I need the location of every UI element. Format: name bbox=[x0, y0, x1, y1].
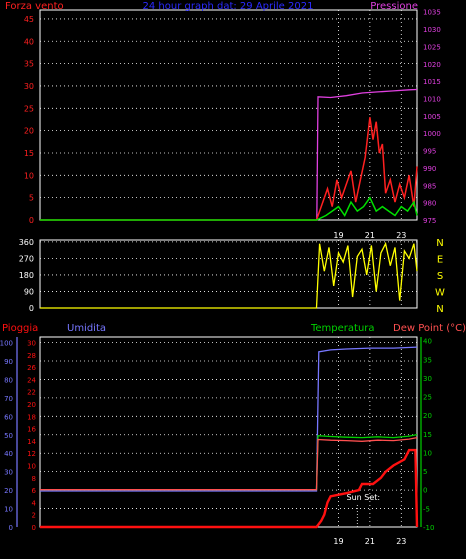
y-tick-label-right: 1020 bbox=[423, 61, 441, 69]
y-tick-label-right: 1025 bbox=[423, 43, 441, 51]
rain-tick-label: 28 bbox=[27, 352, 36, 360]
y-tick-label-left: 5 bbox=[29, 194, 34, 203]
temperature-tick-label: 20 bbox=[423, 412, 432, 420]
wind-pressure-chart: 0510152025303540459759809859909951000100… bbox=[5, 1, 441, 240]
compass-label: N bbox=[436, 304, 443, 315]
humidity-tick-label: 70 bbox=[4, 395, 13, 403]
compass-label: N bbox=[436, 238, 443, 249]
temperature-tick-label: 5 bbox=[423, 468, 427, 476]
x-tick-label: 21 bbox=[365, 231, 375, 240]
y-tick-label-left: 25 bbox=[24, 104, 34, 113]
humidity-axis-title: Umidita bbox=[67, 323, 106, 334]
y-tick-label-right: 1000 bbox=[423, 130, 441, 138]
rain-tick-label: 4 bbox=[32, 499, 37, 507]
y-tick-label-right: 990 bbox=[423, 165, 436, 173]
y-tick-label-left: 10 bbox=[24, 171, 34, 180]
right-axis-title: Pressione bbox=[370, 1, 418, 12]
left-axis-title: Forza vento bbox=[5, 1, 64, 12]
humidity-tick-label: 90 bbox=[4, 358, 13, 366]
rain-tick-label: 14 bbox=[27, 438, 36, 446]
compass-label: W bbox=[435, 287, 445, 298]
temperature-tick-label: 40 bbox=[423, 338, 432, 346]
y-tick-label-left: 40 bbox=[24, 37, 34, 46]
temperature-tick-label: -5 bbox=[423, 505, 430, 513]
y-tick-label-right: 995 bbox=[423, 148, 436, 156]
rain-axis-title: Pioggia bbox=[2, 323, 38, 334]
rain-tick-label: 30 bbox=[27, 340, 36, 348]
rain-tick-label: 12 bbox=[27, 450, 36, 458]
x-tick-label: 23 bbox=[396, 537, 406, 546]
chart-title: 24 hour graph dat: 29 Aprile 2021 bbox=[143, 1, 314, 12]
y-tick-label-right: 1005 bbox=[423, 113, 441, 121]
temperature-tick-label: -10 bbox=[423, 524, 434, 532]
x-tick-label: 23 bbox=[396, 231, 406, 240]
humidity-tick-label: 80 bbox=[4, 376, 13, 384]
temperature-tick-label: 30 bbox=[423, 375, 432, 383]
compass-label: S bbox=[437, 271, 443, 282]
rain-line bbox=[40, 448, 419, 529]
y-tick-label-right: 1035 bbox=[423, 9, 441, 17]
temperature-tick-label: 15 bbox=[423, 431, 432, 439]
humidity-tick-label: 20 bbox=[4, 487, 13, 495]
y-tick-label: 180 bbox=[19, 271, 34, 280]
gust-line bbox=[40, 196, 418, 221]
y-tick-label-right: 1030 bbox=[423, 26, 441, 34]
dewpoint-axis-title: Dew Point (°C) bbox=[393, 323, 466, 334]
humidity-tick-label: 40 bbox=[4, 450, 13, 458]
rain-tick-label: 2 bbox=[32, 512, 36, 520]
y-tick-label-left: 15 bbox=[24, 149, 34, 158]
y-tick-label: 360 bbox=[19, 238, 34, 247]
temperature-tick-label: 25 bbox=[423, 394, 432, 402]
rain-tick-label: 24 bbox=[27, 376, 36, 384]
y-tick-label-left: 0 bbox=[29, 216, 34, 225]
y-tick-label-right: 1010 bbox=[423, 96, 441, 104]
humidity-tick-label: 60 bbox=[4, 413, 13, 421]
rain-tick-label: 0 bbox=[32, 524, 36, 532]
rain-humidity-temperature-chart: 0102030405060708090100024681012141618202… bbox=[0, 323, 466, 546]
compass-label: E bbox=[437, 254, 443, 265]
rain-tick-label: 10 bbox=[27, 463, 36, 471]
y-tick-label-right: 1015 bbox=[423, 78, 441, 86]
temperature-tick-label: 0 bbox=[423, 487, 427, 495]
y-tick-label: 90 bbox=[24, 287, 34, 296]
temperature-tick-label: 35 bbox=[423, 356, 432, 364]
humidity-tick-label: 50 bbox=[4, 432, 13, 440]
y-tick-label-right: 985 bbox=[423, 182, 436, 190]
wind-direction-chart: 0 N 90 W 180 S 270 E 360 N bbox=[19, 238, 445, 315]
humidity-tick-label: 0 bbox=[9, 524, 13, 532]
rain-tick-label: 26 bbox=[27, 364, 36, 372]
wind-line bbox=[40, 117, 418, 221]
y-tick-label-left: 35 bbox=[24, 60, 34, 69]
x-tick-label: 19 bbox=[333, 231, 343, 240]
y-tick-label: 0 bbox=[29, 304, 34, 313]
y-tick-label-left: 45 bbox=[24, 15, 34, 24]
x-tick-label: 21 bbox=[365, 537, 375, 546]
rain-tick-label: 8 bbox=[32, 475, 36, 483]
direction-line bbox=[40, 241, 418, 309]
humidity-tick-label: 100 bbox=[0, 340, 13, 348]
rain-tick-label: 16 bbox=[27, 426, 36, 434]
dewpoint-line bbox=[40, 436, 418, 491]
y-tick-label-left: 30 bbox=[24, 82, 34, 91]
humidity-tick-label: 30 bbox=[4, 469, 13, 477]
rain-tick-label: 20 bbox=[27, 401, 36, 409]
y-tick-label-right: 975 bbox=[423, 217, 436, 225]
y-tick-label-right: 980 bbox=[423, 200, 436, 208]
rain-tick-label: 18 bbox=[27, 413, 36, 421]
pressure-line bbox=[316, 88, 418, 221]
y-tick-label-left: 20 bbox=[24, 127, 34, 136]
temperature-axis-title: Temperatura bbox=[310, 323, 375, 334]
rain-tick-label: 22 bbox=[27, 389, 36, 397]
temperature-tick-label: 10 bbox=[423, 449, 432, 457]
x-tick-label: 19 bbox=[333, 537, 343, 546]
sunset-annotation: Sun Set: bbox=[347, 493, 381, 502]
rain-tick-label: 6 bbox=[32, 487, 37, 495]
y-tick-label: 270 bbox=[19, 254, 34, 263]
humidity-tick-label: 10 bbox=[4, 506, 13, 514]
